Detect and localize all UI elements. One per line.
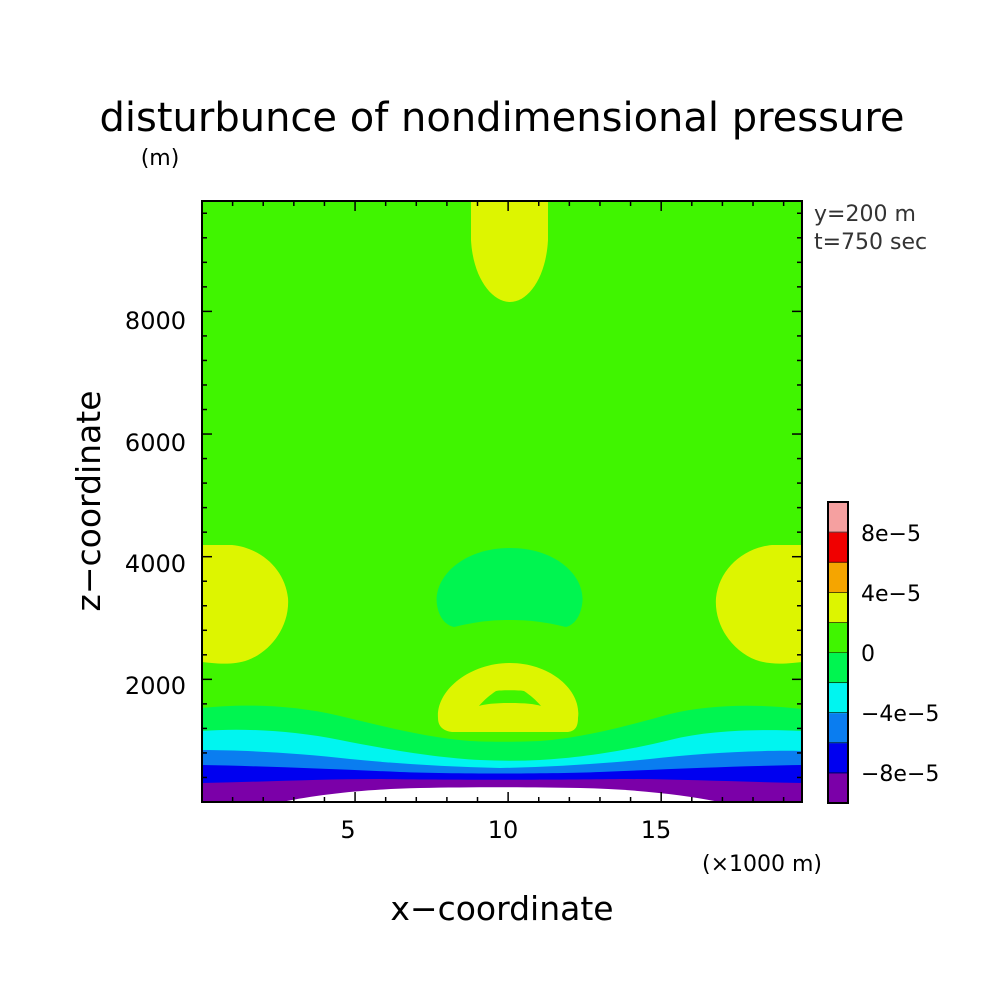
axis-ticks <box>202 201 802 802</box>
x-tick-label-5: 5 <box>340 816 355 844</box>
colorbar-cell <box>828 772 848 804</box>
colorbar-cell <box>828 622 848 653</box>
y-tick-label-4000: 4000 <box>125 550 186 578</box>
y-axis-unit: (m) <box>141 146 180 171</box>
colorbar-cell <box>828 532 848 563</box>
region-lower-center-inner <box>479 690 541 706</box>
chart-title: disturbunce of nondimensional pressure <box>100 95 905 141</box>
region-left-edge-high <box>202 545 289 664</box>
y-tick-label-8000: 8000 <box>125 307 186 335</box>
region-top-center-high <box>471 201 548 302</box>
band-below-min <box>282 787 720 802</box>
colorbar-cell <box>828 742 848 774</box>
x-axis-label: x−coordinate <box>390 889 613 928</box>
x-tick-label-15: 15 <box>641 816 672 844</box>
x-axis-unit: (×1000 m) <box>702 852 822 877</box>
plot-frame <box>201 200 803 803</box>
colorbar-label-m8e-5: −8e−5 <box>861 762 939 787</box>
plot-area <box>202 201 802 802</box>
colorbar-cell <box>828 562 848 593</box>
y-axis-label: z−coordinate <box>69 391 108 612</box>
region-center-low <box>436 548 583 627</box>
y-tick-label-2000: 2000 <box>125 672 186 700</box>
y-tick-label-6000: 6000 <box>125 429 186 457</box>
colorbar-cell <box>828 712 848 744</box>
colorbar-cell <box>828 502 848 533</box>
colorbar-frame <box>827 501 849 804</box>
colorbar-cell <box>828 592 848 623</box>
annotation-y-position: y=200 m <box>814 202 916 227</box>
colorbar-label-0: 0 <box>861 642 875 667</box>
colorbar-cell <box>828 682 848 714</box>
x-tick-label-10: 10 <box>488 816 519 844</box>
colorbar <box>828 502 848 804</box>
region-right-edge-high <box>715 545 802 664</box>
colorbar-label-m4e-5: −4e−5 <box>861 702 939 727</box>
colorbar-cell <box>828 652 848 684</box>
colorbar-label-4e-5: 4e−5 <box>861 582 921 607</box>
colorbar-label-8e-5: 8e−5 <box>861 522 921 547</box>
annotation-time: t=750 sec <box>814 230 927 255</box>
